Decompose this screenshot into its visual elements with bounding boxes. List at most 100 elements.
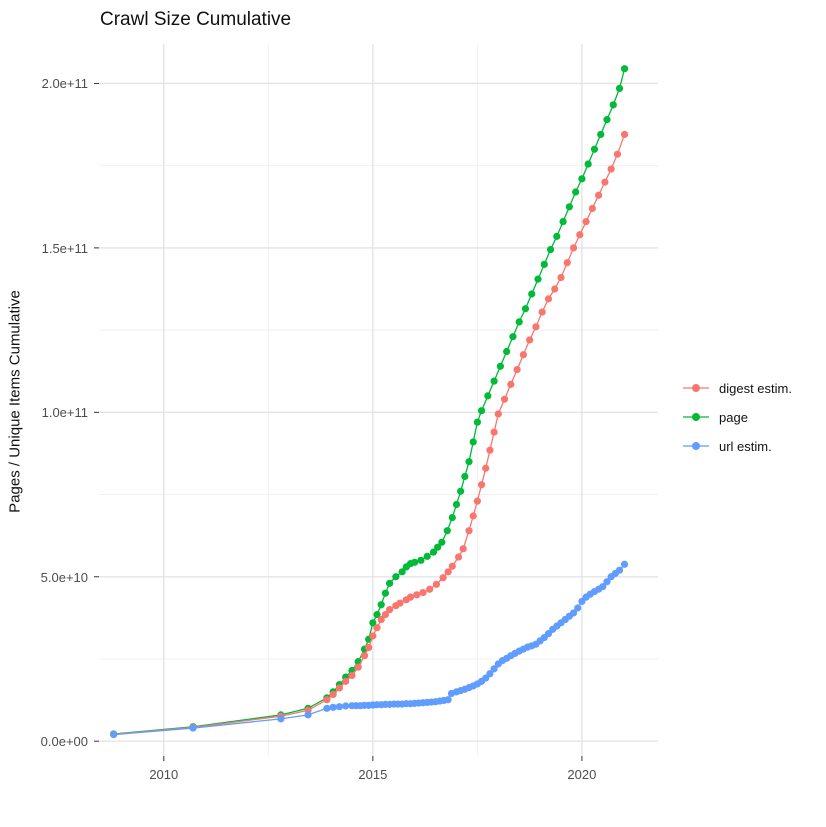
data-point-page (528, 290, 536, 298)
legend-label: url estim. (719, 438, 772, 454)
data-point-url-estim- (574, 604, 582, 612)
y-tick-label: 1.0e+11 (41, 405, 88, 421)
data-point-digest-estim- (354, 663, 362, 671)
data-point-digest-estim- (601, 178, 609, 186)
data-point-page (429, 548, 438, 556)
data-point-page (438, 538, 446, 546)
x-tick-label: 2010 (149, 767, 179, 782)
data-point-digest-estim- (582, 217, 590, 226)
data-point-digest-estim- (369, 632, 377, 640)
data-point-page (603, 116, 611, 124)
data-point-digest-estim- (486, 446, 494, 454)
data-point-digest-estim- (513, 365, 521, 374)
data-point-page (609, 101, 617, 109)
data-point-page (565, 203, 573, 211)
data-point-url-estim- (569, 609, 578, 617)
data-point-digest-estim- (432, 580, 441, 588)
data-point-digest-estim- (569, 244, 578, 252)
y-axis-title: Pages / Unique Items Cumulative (6, 290, 24, 513)
data-point-page (411, 558, 419, 566)
data-point-digest-estim- (396, 599, 404, 607)
data-point-page (377, 601, 385, 609)
data-point-digest-estim- (620, 130, 629, 139)
data-point-page (381, 589, 389, 597)
data-point-page (448, 513, 456, 522)
data-point-digest-estim- (465, 527, 473, 535)
data-point-url-estim- (444, 696, 452, 704)
data-point-page (584, 160, 592, 168)
data-point-page (469, 438, 477, 446)
data-point-digest-estim- (500, 395, 509, 403)
x-tick-label: 2020 (567, 767, 597, 782)
data-point-page (515, 318, 523, 326)
data-point-page (398, 568, 406, 576)
x-tick-label: 2015 (358, 767, 388, 782)
data-point-digest-estim- (419, 588, 427, 597)
legend-label: digest estim. (719, 380, 792, 396)
data-point-url-estim- (277, 715, 285, 723)
data-point-page (484, 392, 492, 400)
data-point-page (503, 347, 511, 356)
legend-label: page (719, 409, 748, 425)
data-point-url-estim- (110, 731, 118, 739)
y-tick-label: 1.5e+11 (41, 240, 88, 256)
data-point-digest-estim- (490, 428, 498, 436)
data-point-digest-estim- (342, 677, 350, 685)
data-point-digest-estim- (607, 165, 615, 173)
data-point-page (553, 232, 561, 240)
data-point-page (572, 188, 580, 196)
data-point-page (540, 260, 548, 268)
data-point-digest-estim- (454, 553, 463, 561)
data-point-page (443, 527, 451, 535)
y-tick-label: 2.0e+11 (41, 76, 88, 92)
data-point-digest-estim- (469, 512, 477, 520)
data-point-url-estim- (490, 665, 498, 673)
data-point-page (452, 500, 461, 509)
chart-title: Crawl Size Cumulative (100, 9, 292, 30)
data-point-page (590, 145, 599, 153)
data-point-digest-estim- (439, 574, 447, 582)
data-point-digest-estim- (426, 585, 434, 593)
data-point-url-estim- (323, 704, 331, 712)
data-point-url-estim- (599, 583, 607, 591)
data-point-page (473, 418, 481, 426)
data-point-page (496, 362, 504, 370)
data-point-url-estim- (329, 703, 337, 711)
data-point-page (546, 245, 555, 254)
data-point-page (509, 333, 517, 341)
data-point-page (392, 573, 400, 581)
data-point-digest-estim- (613, 150, 622, 158)
legend-item-page: page (682, 407, 792, 427)
data-point-digest-estim- (373, 624, 381, 632)
data-point-url-estim- (603, 578, 611, 586)
data-point-digest-estim- (360, 652, 369, 660)
legend-key-icon (683, 442, 709, 450)
data-point-url-estim- (335, 703, 344, 711)
data-point-page (457, 487, 465, 495)
data-point-digest-estim- (381, 610, 389, 619)
legend-key-icon (683, 384, 709, 392)
legend-item-digest-estim-: digest estim. (682, 378, 792, 398)
data-point-digest-estim- (329, 690, 337, 699)
data-point-digest-estim- (385, 606, 394, 614)
data-point-digest-estim- (335, 684, 344, 692)
data-point-digest-estim- (323, 696, 331, 704)
data-point-url-estim- (486, 670, 494, 678)
data-point-page (465, 458, 473, 466)
data-point-page (521, 305, 530, 313)
data-point-page (461, 472, 469, 481)
legend-item-url-estim-: url estim. (682, 436, 792, 456)
data-point-page (369, 619, 377, 627)
data-point-digest-estim- (413, 591, 421, 599)
data-point-page (477, 407, 486, 415)
legend: digest estim. page url estim. (682, 378, 792, 456)
data-point-digest-estim- (348, 671, 356, 680)
data-point-digest-estim- (494, 410, 502, 418)
data-point-digest-estim- (595, 191, 603, 199)
data-point-url-estim- (189, 724, 197, 732)
y-tick-label: 0.0e+00 (40, 734, 88, 750)
data-point-url-estim- (620, 560, 629, 568)
data-point-page (385, 579, 394, 587)
